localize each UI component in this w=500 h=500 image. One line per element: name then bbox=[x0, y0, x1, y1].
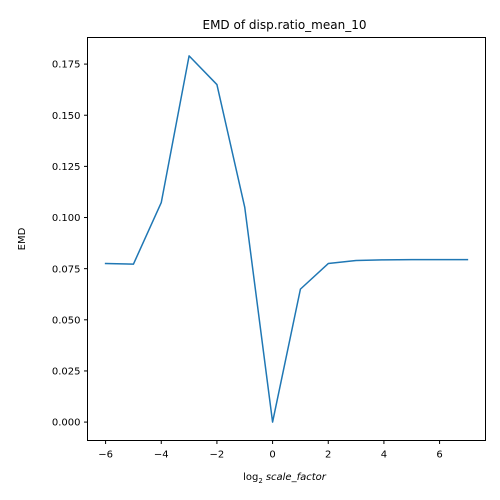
x-axis: −6 −4 −2 0 2 4 6 bbox=[98, 440, 443, 461]
x-tick-label: −4 bbox=[154, 450, 169, 461]
series-line-0 bbox=[104, 55, 469, 423]
x-tick-label: 4 bbox=[381, 450, 387, 461]
x-axis-label-variable: scale_factor bbox=[266, 472, 327, 483]
x-axis-label-subscript: 2 bbox=[258, 477, 262, 485]
x-tick-label: −2 bbox=[210, 450, 225, 461]
plot-frame bbox=[87, 37, 486, 441]
x-tick-label: 6 bbox=[436, 450, 442, 461]
x-tick-label: 2 bbox=[325, 450, 331, 461]
y-tick-label: 0.000 bbox=[52, 418, 81, 429]
y-tick-label: 0.050 bbox=[52, 315, 81, 326]
y-tick-label: 0.175 bbox=[52, 60, 81, 71]
plot-area bbox=[87, 37, 486, 441]
y-axis: 0.000 0.025 0.050 0.075 0.100 0.125 0.150 0.175 bbox=[52, 60, 88, 429]
y-tick-label: 0.150 bbox=[52, 111, 81, 122]
y-tick-label: 0.125 bbox=[52, 162, 81, 173]
x-axis-label: log2 scale_factor bbox=[243, 472, 327, 485]
y-tick-label: 0.025 bbox=[52, 367, 81, 378]
y-tick-label: 0.100 bbox=[52, 213, 81, 224]
y-axis-label: EMD bbox=[17, 227, 28, 250]
x-axis-label-base: log bbox=[243, 472, 258, 483]
chart-title: EMD of disp.ratio_mean_10 bbox=[203, 18, 367, 32]
x-tick-label: 0 bbox=[269, 450, 275, 461]
x-tick-label: −6 bbox=[98, 450, 113, 461]
series-layer bbox=[104, 55, 469, 423]
y-tick-label: 0.075 bbox=[52, 264, 81, 275]
